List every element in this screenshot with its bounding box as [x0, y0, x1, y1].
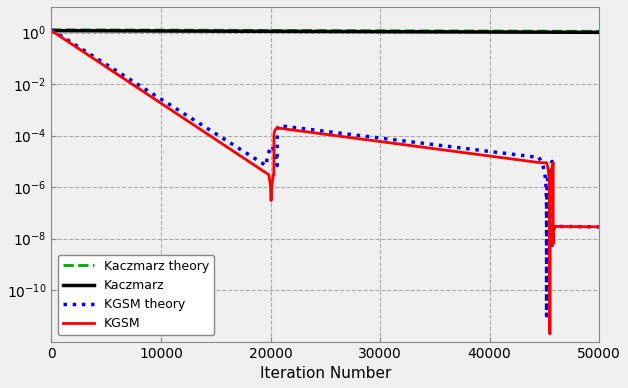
Kaczmarz theory — [48, 28, 55, 32]
Line: KGSM theory: KGSM theory — [51, 30, 599, 316]
Kaczmarz theory — [417, 28, 425, 33]
Kaczmarz theory — [499, 29, 507, 33]
KGSM — [578, 224, 586, 229]
X-axis label: Iteration Number: Iteration Number — [259, 366, 391, 381]
KGSM — [48, 28, 55, 33]
Legend: Kaczmarz theory, Kaczmarz, KGSM theory, KGSM: Kaczmarz theory, Kaczmarz, KGSM theory, … — [58, 255, 214, 335]
Kaczmarz — [578, 30, 586, 35]
Kaczmarz theory — [595, 29, 603, 34]
KGSM theory — [145, 89, 153, 94]
Kaczmarz — [48, 28, 55, 33]
Line: KGSM: KGSM — [51, 31, 599, 334]
Kaczmarz theory — [145, 28, 153, 32]
Kaczmarz — [417, 29, 425, 34]
KGSM theory — [578, 224, 586, 229]
Kaczmarz — [499, 30, 507, 35]
KGSM — [499, 156, 507, 160]
KGSM — [145, 93, 153, 97]
Line: Kaczmarz theory: Kaczmarz theory — [51, 30, 599, 31]
KGSM theory — [595, 225, 603, 229]
Kaczmarz — [145, 29, 153, 33]
KGSM theory — [48, 28, 55, 32]
Kaczmarz — [365, 29, 372, 34]
KGSM — [546, 332, 554, 336]
KGSM theory — [187, 116, 195, 120]
Kaczmarz — [595, 30, 603, 35]
Kaczmarz theory — [187, 28, 195, 33]
KGSM — [365, 138, 372, 142]
KGSM theory — [543, 314, 550, 318]
KGSM — [417, 145, 425, 149]
Kaczmarz theory — [365, 28, 372, 33]
KGSM — [595, 225, 603, 229]
KGSM — [187, 121, 195, 125]
KGSM theory — [499, 151, 507, 156]
Line: Kaczmarz: Kaczmarz — [51, 31, 599, 32]
KGSM theory — [365, 134, 372, 139]
Kaczmarz theory — [578, 29, 586, 34]
KGSM theory — [417, 141, 425, 146]
Kaczmarz — [187, 29, 195, 33]
